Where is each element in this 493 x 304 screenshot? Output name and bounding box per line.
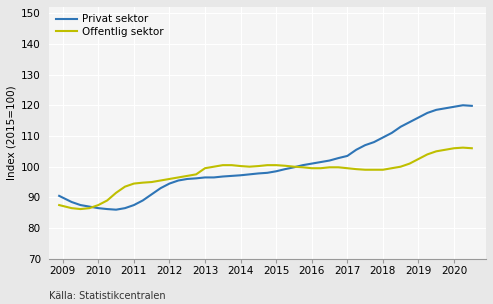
- Privat sektor: [229, 174, 235, 178]
- Privat sektor: [140, 199, 146, 202]
- Privat sektor: [451, 105, 457, 109]
- Line: Privat sektor: Privat sektor: [59, 105, 472, 210]
- Privat sektor: [469, 104, 475, 108]
- Offentlig sektor: [122, 185, 128, 188]
- Offentlig sektor: [140, 181, 146, 185]
- Privat sektor: [69, 200, 74, 204]
- Privat sektor: [238, 174, 244, 177]
- Privat sektor: [433, 108, 439, 112]
- Privat sektor: [149, 192, 155, 196]
- Offentlig sektor: [193, 173, 199, 176]
- Privat sektor: [131, 203, 137, 207]
- Offentlig sektor: [273, 163, 279, 167]
- Privat sektor: [407, 120, 413, 124]
- Privat sektor: [176, 179, 181, 182]
- Privat sektor: [193, 177, 199, 180]
- Privat sektor: [86, 205, 92, 209]
- Privat sektor: [122, 206, 128, 210]
- Privat sektor: [77, 203, 83, 207]
- Offentlig sektor: [407, 162, 413, 165]
- Privat sektor: [317, 160, 323, 164]
- Offentlig sektor: [300, 165, 306, 169]
- Offentlig sektor: [77, 207, 83, 211]
- Offentlig sektor: [335, 165, 341, 169]
- Offentlig sektor: [176, 176, 181, 179]
- Offentlig sektor: [371, 168, 377, 171]
- Privat sektor: [255, 172, 261, 175]
- Offentlig sektor: [282, 164, 288, 168]
- Privat sektor: [398, 125, 404, 129]
- Offentlig sektor: [255, 164, 261, 168]
- Privat sektor: [282, 167, 288, 171]
- Privat sektor: [424, 111, 430, 115]
- Offentlig sektor: [56, 203, 62, 207]
- Privat sektor: [158, 186, 164, 190]
- Privat sektor: [184, 177, 190, 181]
- Offentlig sektor: [246, 165, 252, 168]
- Offentlig sektor: [69, 206, 74, 210]
- Privat sektor: [309, 162, 315, 165]
- Offentlig sektor: [398, 165, 404, 168]
- Offentlig sektor: [451, 147, 457, 150]
- Offentlig sektor: [211, 165, 217, 168]
- Privat sektor: [291, 165, 297, 169]
- Offentlig sektor: [167, 177, 173, 181]
- Offentlig sektor: [380, 168, 386, 171]
- Legend: Privat sektor, Offentlig sektor: Privat sektor, Offentlig sektor: [54, 12, 166, 39]
- Line: Offentlig sektor: Offentlig sektor: [59, 148, 472, 209]
- Privat sektor: [460, 103, 466, 107]
- Offentlig sektor: [424, 153, 430, 156]
- Offentlig sektor: [433, 150, 439, 153]
- Offentlig sektor: [317, 166, 323, 170]
- Privat sektor: [389, 131, 395, 135]
- Privat sektor: [273, 169, 279, 173]
- Privat sektor: [353, 148, 359, 152]
- Offentlig sektor: [326, 165, 332, 169]
- Privat sektor: [104, 207, 110, 211]
- Offentlig sektor: [113, 191, 119, 195]
- Privat sektor: [300, 163, 306, 167]
- Offentlig sektor: [309, 166, 315, 170]
- Offentlig sektor: [353, 167, 359, 171]
- Privat sektor: [246, 173, 252, 176]
- Offentlig sektor: [131, 182, 137, 185]
- Privat sektor: [326, 159, 332, 162]
- Text: Källa: Statistikcentralen: Källa: Statistikcentralen: [49, 291, 166, 301]
- Privat sektor: [211, 176, 217, 179]
- Offentlig sektor: [158, 179, 164, 182]
- Offentlig sektor: [442, 148, 448, 152]
- Privat sektor: [416, 116, 422, 119]
- Privat sektor: [220, 175, 226, 178]
- Offentlig sektor: [389, 166, 395, 170]
- Offentlig sektor: [86, 206, 92, 210]
- Privat sektor: [95, 206, 101, 210]
- Offentlig sektor: [416, 157, 422, 161]
- Privat sektor: [380, 136, 386, 139]
- Privat sektor: [167, 182, 173, 185]
- Offentlig sektor: [264, 163, 270, 167]
- Offentlig sektor: [362, 168, 368, 171]
- Offentlig sektor: [184, 174, 190, 178]
- Privat sektor: [113, 208, 119, 212]
- Privat sektor: [344, 154, 350, 158]
- Y-axis label: Index (2015=100): Index (2015=100): [7, 85, 17, 180]
- Offentlig sektor: [149, 180, 155, 184]
- Privat sektor: [56, 194, 62, 198]
- Offentlig sektor: [104, 199, 110, 202]
- Offentlig sektor: [220, 163, 226, 167]
- Privat sektor: [335, 156, 341, 160]
- Offentlig sektor: [460, 146, 466, 150]
- Privat sektor: [202, 176, 208, 179]
- Offentlig sektor: [469, 147, 475, 150]
- Privat sektor: [442, 106, 448, 110]
- Privat sektor: [264, 171, 270, 174]
- Offentlig sektor: [238, 164, 244, 168]
- Privat sektor: [362, 143, 368, 147]
- Privat sektor: [371, 140, 377, 144]
- Offentlig sektor: [202, 166, 208, 170]
- Offentlig sektor: [344, 166, 350, 170]
- Offentlig sektor: [95, 203, 101, 207]
- Offentlig sektor: [291, 165, 297, 168]
- Offentlig sektor: [229, 163, 235, 167]
